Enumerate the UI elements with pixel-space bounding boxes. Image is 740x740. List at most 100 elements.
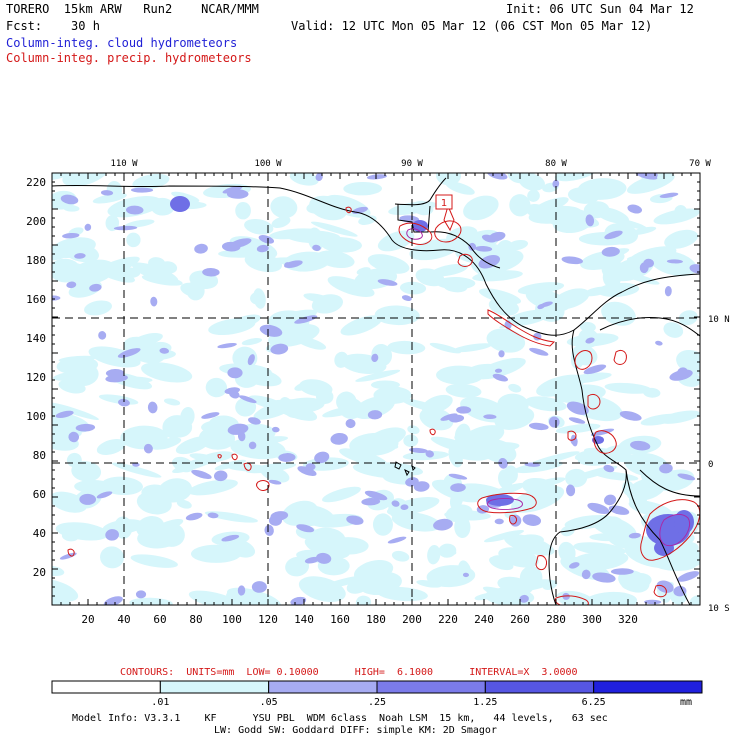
cloud-medium-blob: [98, 331, 107, 340]
cloud-light-blob: [626, 173, 675, 194]
cloud-light-blob: [387, 340, 426, 355]
cloud-light-blob: [336, 391, 357, 413]
cloud-medium-blob: [562, 592, 570, 600]
right-axis-label: 10 S: [708, 604, 730, 614]
bottom-axis-label: 320: [618, 613, 638, 626]
cloud-light-blob: [340, 315, 383, 336]
bottom-axis-label: 40: [117, 613, 130, 626]
cloud-light-blob: [204, 511, 258, 523]
cloud-medium-blob: [135, 590, 147, 599]
cloud-medium-blob: [284, 262, 291, 268]
galapagos-islands: [394, 461, 416, 477]
cloud-medium-blob: [627, 204, 643, 214]
cloud-light-blob: [509, 194, 531, 217]
cloud-medium-blob: [125, 205, 144, 215]
cloud-light-blob: [271, 216, 291, 228]
cloud-medium-blob: [400, 504, 409, 511]
precip-contour-nicaragua: [457, 253, 473, 267]
cloud-medium-blob: [462, 572, 469, 578]
top-axis-label: 80 W: [545, 159, 567, 169]
cloud-medium-blob: [74, 253, 86, 259]
cloud-light-blob: [163, 398, 181, 406]
cloud-medium-blob: [185, 512, 203, 521]
cloud-light-blob: [52, 579, 79, 602]
cloud-light-blob: [188, 590, 241, 605]
cloud-light-blob: [355, 369, 401, 382]
right-axis-label: 10 N: [708, 315, 730, 325]
colorbar-label: .05: [259, 697, 278, 708]
cloud-medium-blob: [227, 423, 249, 435]
precip-contour-peru-2: [535, 555, 547, 571]
left-axis-labels: 220 200 180 160 140 120 100 80 60 40 20: [26, 176, 46, 579]
precip-contour-gulf: [398, 222, 433, 245]
cloud-light-blob: [366, 437, 399, 450]
cloud-medium-blob: [449, 414, 465, 423]
cloud-light-blob: [519, 565, 543, 590]
bottom-axis-label: 300: [582, 613, 602, 626]
cloud-medium-blob: [118, 398, 130, 407]
colorbar-segment: [51, 680, 161, 694]
cloud-medium-blob: [52, 295, 61, 301]
cloud-light-blob: [663, 322, 684, 338]
cloud-light-blob: [416, 580, 442, 588]
cloud-light-blob: [429, 342, 461, 354]
cloud-light-blob: [489, 556, 514, 571]
cloud-light-blob: [123, 336, 166, 364]
cloud-medium-blob: [405, 477, 419, 487]
cloud-medium-blob: [367, 410, 383, 420]
left-axis-label: 160: [26, 293, 46, 306]
cloud-light-blob: [374, 305, 420, 326]
cloud-medium-blob: [268, 515, 283, 526]
bottom-axis-label: 220: [438, 613, 458, 626]
cloud-medium-blob: [677, 473, 696, 481]
left-axis-label: 200: [26, 215, 46, 228]
cloud-medium-blob: [583, 364, 607, 375]
cloud-medium-blob: [247, 354, 255, 366]
cloud-medium-blob: [494, 518, 504, 525]
cloud-medium-blob: [519, 594, 529, 603]
cloud-medium-blob: [79, 493, 97, 505]
precip-contour-amazon-inner: [659, 513, 691, 547]
cloud-medium-blob: [568, 417, 586, 424]
cloud-light-blob: [235, 201, 251, 220]
right-axis-labels: 10 N 0 10 S: [708, 315, 730, 614]
cloud-light-blob: [641, 467, 686, 490]
cloud-medium-blob: [59, 552, 77, 560]
cloud-light-blob: [391, 550, 410, 562]
cloud-light-blob: [187, 479, 238, 496]
footer-physics-info: LW: Godd SW: Goddard DIFF: simple KM: 2D…: [214, 725, 497, 736]
precip-contour-colombia-2: [613, 349, 627, 365]
cloud-light-blob: [141, 362, 193, 383]
cloud-light-blob: [463, 195, 499, 221]
precip-contour-belize: [443, 204, 455, 232]
cloud-medium-blob: [60, 194, 79, 205]
cloud-medium-blob: [528, 422, 549, 431]
cloud-medium-blob: [89, 283, 102, 292]
cloud-light-blob: [452, 343, 492, 353]
cloud-light-blob: [96, 439, 126, 455]
cloud-medium-blob: [290, 596, 307, 605]
cloud-medium-blob: [413, 481, 430, 492]
cloud-medium-blob: [566, 484, 576, 497]
cloud-medium-blob: [529, 347, 549, 356]
cloud-light-blob: [55, 522, 109, 541]
left-axis-label: 80: [33, 449, 46, 462]
cloud-light-blob: [451, 447, 491, 461]
cloud-light-blob: [172, 454, 222, 474]
cloud-medium-blob: [448, 473, 468, 480]
cloud-light-blob: [570, 347, 586, 369]
cloud-medium-blob: [498, 457, 508, 469]
cloud-light-blob: [253, 288, 266, 309]
cloud-medium-blob: [604, 230, 623, 240]
cloud-medium-blob: [666, 259, 683, 264]
cloud-medium-blob: [492, 373, 509, 382]
colorbar-segment: [159, 680, 270, 694]
cloud-light-blob: [176, 499, 192, 509]
precip-contour-panama: [487, 309, 556, 347]
cloud-medium-blob: [271, 426, 280, 433]
cloud-light-blob: [270, 196, 298, 219]
cloud-light-blob: [629, 487, 648, 509]
cloud-light-blob: [426, 565, 476, 588]
cloud-medium-blob: [377, 279, 398, 286]
